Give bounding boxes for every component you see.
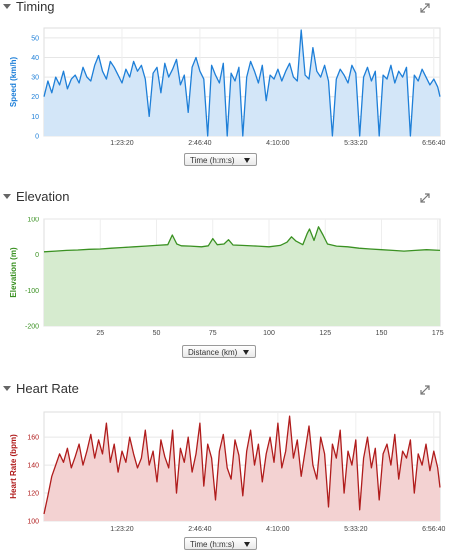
speed-line: [43, 29, 441, 137]
x-tick-label: 5:33:20: [344, 140, 367, 147]
heart-rate-area: [44, 416, 440, 521]
expand-arrows-icon[interactable]: [420, 3, 430, 13]
selector-label: Distance (km): [188, 348, 238, 357]
heart-rate-line: [43, 415, 441, 515]
x-tick-label: 2:46:40: [188, 526, 211, 533]
y-tick-label: 100: [27, 519, 39, 526]
x-tick-label: 5:33:20: [344, 526, 367, 533]
heart-rate-chart: 100 120 140 160 1:23:20 2:46:40 4:10:00 5:33:20…: [0, 410, 464, 538]
y-tick-label: 30: [31, 75, 39, 82]
selector-label: Time (h:m:s): [190, 156, 235, 165]
y-tick-label: 160: [27, 435, 39, 442]
x-tick-label: 175: [432, 330, 444, 337]
caret-down-icon: [244, 542, 250, 547]
heart-rate-panel: Heart Rate 100 120 140 160 1:23:20 2:46:40 4:1…: [0, 381, 464, 558]
x-axis-selector[interactable]: Time (h:m:s): [184, 537, 257, 550]
x-tick-label: 100: [263, 330, 275, 337]
selector-label: Time (h:m:s): [190, 540, 235, 549]
x-tick-label: 6:56:40: [422, 140, 445, 147]
heart-rate-chart-svg: 100 120 140 160 1:23:20 2:46:40 4:10:00 5:33:20…: [9, 411, 446, 533]
heart-rate-header: Heart Rate: [0, 381, 464, 402]
x-tick-label: 4:10:00: [266, 526, 289, 533]
elevation-chart: -200 -100 0 100 25 50 75 100 125 150 175 Elevation …: [0, 217, 464, 342]
x-tick-label: 125: [319, 330, 331, 337]
y-tick-label: 0: [35, 134, 39, 141]
elevation-header: Elevation: [0, 189, 464, 210]
y-tick-label: 20: [31, 94, 39, 101]
y-tick-label: 100: [27, 217, 39, 224]
x-tick-label: 4:10:00: [266, 140, 289, 147]
speed-area: [44, 30, 440, 136]
x-tick-label: 6:56:40: [422, 526, 445, 533]
panel-title: Elevation: [16, 189, 70, 204]
y-axis-title: Speed (km/h): [9, 57, 18, 108]
y-tick-label: -100: [25, 288, 39, 295]
elevation-chart-svg: -200 -100 0 100 25 50 75 100 125 150 175 Elevation …: [9, 217, 444, 337]
y-tick-label: 0: [35, 252, 39, 259]
x-axis-selector[interactable]: Time (h:m:s): [184, 153, 257, 166]
y-tick-label: 140: [27, 463, 39, 470]
x-tick-label: 1:23:20: [110, 526, 133, 533]
caret-down-icon: [243, 350, 249, 355]
expand-arrows-icon[interactable]: [420, 193, 430, 203]
speed-chart-svg: 0 10 20 30 40 50 1:23:20 2:46:40 4:10:00 5:33:20 6…: [9, 27, 446, 147]
y-axis-title: Heart Rate (bpm): [9, 434, 18, 499]
y-tick-label: 50: [31, 35, 39, 42]
x-tick-label: 25: [96, 330, 104, 337]
triangle-down-icon[interactable]: [3, 386, 11, 391]
y-tick-label: 120: [27, 491, 39, 498]
elevation-panel: Elevation -200 -100 0 100 25 50 75 100 125 150 175…: [0, 189, 464, 365]
speed-chart: 0 10 20 30 40 50 1:23:20 2:46:40 4:10:00 5:33:20 6…: [0, 26, 464, 148]
x-tick-label: 50: [153, 330, 161, 337]
x-tick-label: 150: [376, 330, 388, 337]
x-tick-label: 1:23:20: [110, 140, 133, 147]
timing-header: Timing: [0, 0, 464, 20]
y-tick-label: 40: [31, 55, 39, 62]
y-tick-label: 10: [31, 114, 39, 121]
x-axis-selector[interactable]: Distance (km): [182, 345, 256, 358]
caret-down-icon: [244, 158, 250, 163]
expand-arrows-icon[interactable]: [420, 385, 430, 395]
panel-title: Heart Rate: [16, 381, 79, 396]
x-tick-label: 2:46:40: [188, 140, 211, 147]
y-axis-title: Elevation (m): [9, 247, 18, 298]
y-tick-label: -200: [25, 324, 39, 331]
triangle-down-icon[interactable]: [3, 4, 11, 9]
timing-panel: Timing 0 10 20 30 40 50 1:23:20 2:46:40 4:10:00 5…: [0, 0, 464, 166]
x-tick-label: 75: [209, 330, 217, 337]
elevation-area: [44, 226, 440, 326]
elevation-line: [43, 226, 441, 253]
panel-title: Timing: [16, 0, 55, 14]
triangle-down-icon[interactable]: [3, 194, 11, 199]
